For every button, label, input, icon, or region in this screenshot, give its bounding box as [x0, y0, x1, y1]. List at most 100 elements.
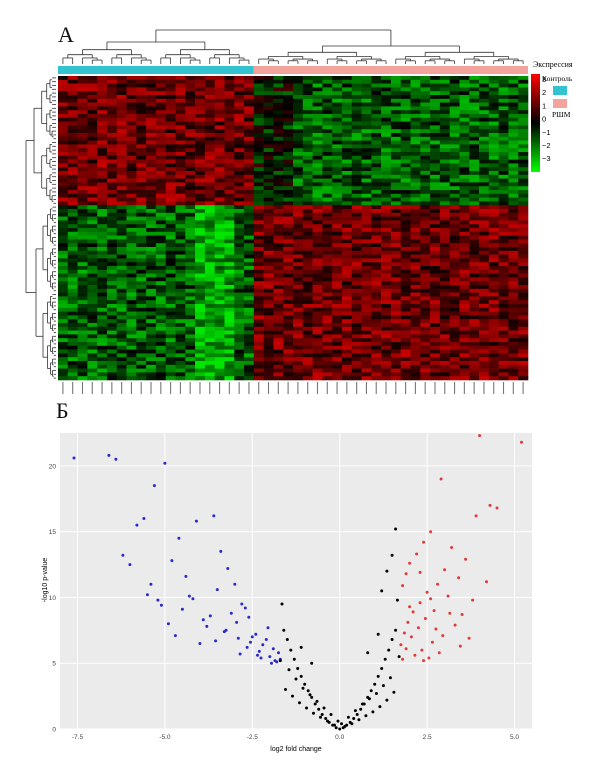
- heatmap-cell: [439, 323, 450, 328]
- data-point: [159, 603, 163, 607]
- heatmap-cell: [185, 250, 196, 255]
- heatmap-cell: [204, 361, 215, 366]
- heatmap-cell: [420, 349, 431, 354]
- heatmap-cell: [234, 307, 245, 312]
- heatmap-cell: [430, 277, 441, 282]
- heatmap-cell: [371, 372, 382, 377]
- heatmap-cell: [430, 163, 441, 168]
- heatmap-cell: [361, 273, 372, 278]
- heatmap-cell: [204, 349, 215, 354]
- heatmap-cell: [67, 228, 78, 233]
- heatmap-cell: [498, 163, 509, 168]
- heatmap-cell: [302, 277, 313, 282]
- heatmap-cell: [175, 254, 186, 259]
- heatmap-cell: [469, 262, 480, 267]
- heatmap-cell: [488, 163, 499, 168]
- heatmap-cell: [263, 129, 274, 134]
- y-tick-label: 20: [49, 463, 57, 470]
- heatmap-cell: [234, 95, 245, 100]
- heatmap-cell: [332, 319, 343, 324]
- heatmap-cell: [214, 250, 225, 255]
- heatmap-cell: [341, 231, 353, 236]
- heatmap-cell: [97, 186, 108, 191]
- heatmap-cell: [234, 345, 245, 350]
- heatmap-cell: [146, 231, 157, 236]
- heatmap-cell: [341, 326, 353, 331]
- heatmap-cell: [253, 376, 264, 381]
- data-point: [399, 643, 403, 647]
- heatmap-cell: [351, 296, 362, 301]
- heatmap-cell: [322, 247, 333, 252]
- heatmap-cell: [77, 167, 88, 172]
- heatmap-cell: [214, 140, 225, 145]
- heatmap-cell: [439, 273, 450, 278]
- heatmap-cell: [155, 209, 167, 214]
- heatmap-cell: [185, 262, 196, 267]
- heatmap-cell: [332, 342, 343, 347]
- heatmap-cell: [67, 342, 78, 347]
- heatmap-cell: [155, 205, 167, 210]
- heatmap-cell: [116, 239, 127, 244]
- heatmap-cell: [449, 106, 460, 111]
- heatmap-cell: [420, 235, 431, 240]
- heatmap-cell: [312, 247, 323, 252]
- heatmap-cell: [224, 364, 235, 369]
- heatmap-cell: [498, 152, 509, 157]
- data-point: [170, 559, 174, 563]
- heatmap-cell: [67, 193, 78, 198]
- heatmap-cell: [106, 357, 118, 362]
- heatmap-cell: [488, 155, 499, 160]
- heatmap-cell: [361, 361, 372, 366]
- heatmap-cell: [195, 83, 206, 88]
- heatmap-cell: [332, 315, 343, 320]
- heatmap-cell: [508, 224, 519, 229]
- heatmap-cell: [253, 345, 264, 350]
- heatmap-cell: [400, 281, 411, 286]
- heatmap-cell: [390, 330, 402, 335]
- heatmap-cell: [155, 273, 167, 278]
- heatmap-cell: [273, 361, 284, 366]
- heatmap-cell: [341, 140, 353, 145]
- heatmap-cell: [459, 323, 470, 328]
- data-point: [427, 656, 431, 660]
- heatmap-cell: [224, 224, 235, 229]
- heatmap-cell: [97, 182, 108, 187]
- heatmap-cell: [175, 288, 186, 293]
- heatmap-cell: [77, 133, 88, 138]
- heatmap-cell: [400, 133, 411, 138]
- heatmap-cell: [410, 376, 421, 381]
- data-point: [392, 690, 396, 694]
- heatmap-cell: [273, 342, 284, 347]
- heatmap-cell: [469, 159, 480, 164]
- heatmap-cell: [390, 296, 402, 301]
- heatmap-cell: [371, 250, 382, 255]
- heatmap-cell: [126, 277, 137, 282]
- heatmap-cell: [185, 129, 196, 134]
- heatmap-cell: [361, 125, 372, 130]
- heatmap-cell: [410, 95, 421, 100]
- heatmap-cell: [351, 76, 362, 81]
- heatmap-cell: [234, 315, 245, 320]
- heatmap-cell: [449, 76, 460, 81]
- heatmap-cell: [185, 114, 196, 119]
- heatmap-cell: [185, 258, 196, 263]
- heatmap-cell: [469, 178, 480, 183]
- heatmap-cell: [155, 129, 167, 134]
- heatmap-cell: [459, 201, 470, 206]
- heatmap-cell: [498, 231, 509, 236]
- heatmap-cell: [87, 129, 98, 134]
- heatmap-cell: [439, 342, 450, 347]
- data-point: [317, 707, 321, 711]
- heatmap-cell: [116, 178, 127, 183]
- x-tick-label: 0.0: [335, 734, 344, 741]
- heatmap-cell: [351, 163, 362, 168]
- heatmap-cell: [479, 197, 490, 202]
- heatmap-cell: [469, 163, 480, 168]
- heatmap-cell: [469, 254, 480, 259]
- heatmap-cell: [322, 273, 333, 278]
- heatmap-cell: [488, 258, 499, 263]
- heatmap-cell: [234, 182, 245, 187]
- heatmap-cell: [322, 155, 333, 160]
- heatmap-cell: [224, 91, 235, 96]
- heatmap-cell: [185, 243, 196, 248]
